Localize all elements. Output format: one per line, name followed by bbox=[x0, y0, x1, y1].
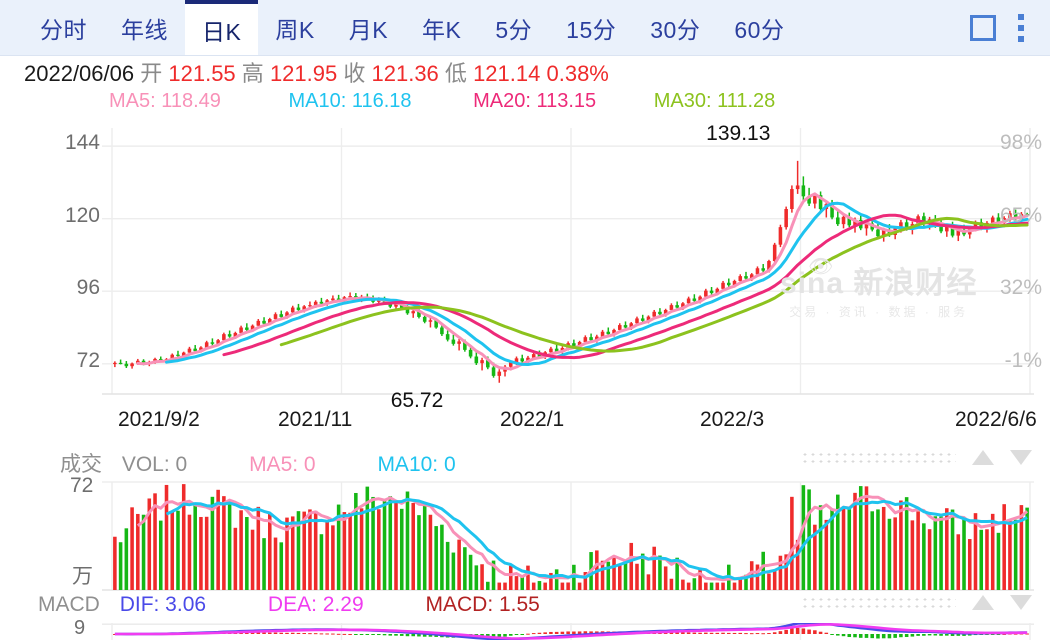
x-axis-label-3: 2022/3 bbox=[700, 408, 765, 431]
quote-infobar: 2022/06/06 开 121.55 高 121.95 收 121.36 低 … bbox=[0, 56, 1050, 116]
x-axis-label-1: 2021/11 bbox=[278, 408, 353, 431]
low-label: 低 bbox=[444, 61, 467, 86]
change-percent: 0.38% bbox=[546, 61, 609, 86]
macd-header: MACD DIF: 3.06 DEA: 2.29 MACD: 1.55 bbox=[0, 593, 1050, 623]
high-label: 高 bbox=[241, 61, 264, 86]
tab-fenshi[interactable]: 分时 bbox=[0, 0, 104, 55]
fullscreen-icon[interactable] bbox=[970, 14, 996, 41]
close-label: 收 bbox=[343, 61, 366, 86]
legend-ma10: MA10: 116.18 bbox=[288, 90, 412, 112]
low-value: 121.14 bbox=[473, 61, 541, 86]
tab-label: 15分 bbox=[566, 16, 617, 43]
x-axis-label-0: 2021/9/2 bbox=[118, 408, 200, 431]
tab-week-k[interactable]: 周K bbox=[258, 0, 331, 55]
tab-60min[interactable]: 60分 bbox=[717, 0, 801, 55]
volume-ma5-value: MA5: 0 bbox=[249, 453, 316, 476]
volume-resize-controls[interactable] bbox=[801, 450, 1032, 465]
macd-dea-value: DEA: 2.29 bbox=[267, 593, 364, 616]
tab-label: 月K bbox=[348, 16, 389, 43]
tab-nianxian[interactable]: 年线 bbox=[104, 0, 185, 55]
low-annotation: 65.72 bbox=[390, 388, 444, 412]
tab-label: 60分 bbox=[734, 16, 785, 43]
ohlc-row: 2022/06/06 开 121.55 高 121.95 收 121.36 低 … bbox=[0, 60, 1050, 88]
macd-expand-up-icon[interactable] bbox=[972, 595, 994, 610]
tab-label: 日K bbox=[202, 18, 242, 45]
tab-label: 5分 bbox=[495, 16, 533, 43]
macd-panel[interactable]: 9 bbox=[0, 617, 1050, 640]
macd-drag-grip[interactable] bbox=[801, 595, 956, 610]
tab-label: 周K bbox=[275, 16, 315, 43]
tab-30min[interactable]: 30分 bbox=[633, 0, 717, 55]
tab-15min[interactable]: 15分 bbox=[549, 0, 633, 55]
more-vertical-icon[interactable] bbox=[1016, 13, 1032, 42]
open-value: 121.55 bbox=[168, 61, 236, 86]
volume-drag-grip[interactable] bbox=[801, 450, 956, 465]
legend-ma20: MA20: 113.15 bbox=[473, 90, 597, 112]
candlestick-canvas[interactable] bbox=[0, 116, 1050, 446]
macd-legend: MACD DIF: 3.06 DEA: 2.29 MACD: 1.55 bbox=[38, 593, 540, 617]
legend-ma30: MA30: 111.28 bbox=[653, 90, 776, 112]
macd-dif-value: DIF: 3.06 bbox=[119, 593, 207, 616]
volume-expand-down-icon[interactable] bbox=[1010, 450, 1032, 465]
volume-header: 成交 VOL: 0 MA5: 0 MA10: 0 bbox=[0, 446, 1050, 478]
close-value: 121.36 bbox=[371, 61, 439, 86]
high-value: 121.95 bbox=[269, 61, 338, 86]
volume-panel-name: 成交 bbox=[60, 453, 102, 476]
volume-panel[interactable]: 72 万 bbox=[0, 474, 1050, 593]
tabbar-icons bbox=[970, 0, 1050, 55]
high-annotation: 139.13 bbox=[706, 122, 771, 145]
tabbar-spacer bbox=[801, 0, 970, 55]
tab-month-k[interactable]: 月K bbox=[332, 0, 405, 55]
macd-canvas[interactable] bbox=[0, 623, 1050, 640]
tab-label: 年线 bbox=[121, 16, 168, 43]
tab-day-k[interactable]: 日K bbox=[185, 0, 259, 55]
tab-5min[interactable]: 5分 bbox=[478, 0, 549, 55]
quote-date: 2022/06/06 bbox=[24, 61, 135, 86]
candlestick-panel[interactable]: 👁 sina 新浪财经 交易 · 资讯 · 数据 · 服务 144 120 96… bbox=[0, 116, 1050, 446]
legend-ma5: MA5: 118.49 bbox=[109, 90, 221, 112]
volume-canvas[interactable] bbox=[0, 478, 1050, 593]
tab-year-k[interactable]: 年K bbox=[405, 0, 478, 55]
tab-label: 30分 bbox=[650, 16, 701, 43]
macd-macd-value: MACD: 1.55 bbox=[425, 593, 540, 616]
macd-resize-controls[interactable] bbox=[801, 595, 1032, 610]
tab-label: 分时 bbox=[40, 16, 87, 43]
period-tabbar: 分时 年线 日K 周K 月K 年K 5分 15分 30分 60分 bbox=[0, 0, 1050, 56]
volume-vol-value: VOL: 0 bbox=[121, 453, 188, 476]
ma-legend-row: MA5: 118.49 MA10: 116.18 MA20: 113.15 MA… bbox=[0, 88, 1050, 114]
macd-expand-down-icon[interactable] bbox=[1010, 595, 1032, 610]
open-label: 开 bbox=[140, 61, 163, 86]
x-axis-label-4: 2022/6/6 bbox=[955, 408, 1037, 431]
volume-expand-up-icon[interactable] bbox=[972, 450, 994, 465]
tab-label: 年K bbox=[422, 16, 462, 43]
volume-legend: 成交 VOL: 0 MA5: 0 MA10: 0 bbox=[60, 448, 456, 478]
macd-panel-name: MACD bbox=[38, 593, 100, 616]
x-axis-label-2: 2022/1 bbox=[500, 408, 565, 431]
volume-ma10-value: MA10: 0 bbox=[377, 453, 456, 476]
